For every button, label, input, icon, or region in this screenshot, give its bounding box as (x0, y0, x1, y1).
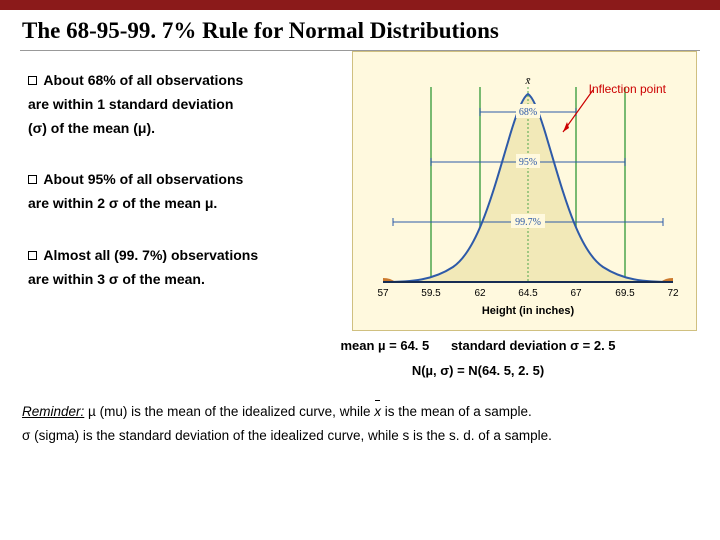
bullet-997: Almost all (99. 7%) observations are wit… (28, 244, 338, 292)
svg-text:62: 62 (474, 288, 486, 299)
reminder-label: Reminder: (22, 404, 84, 419)
bullet-95: About 95% of all observations are within… (28, 168, 338, 216)
stats-summary-2: N(µ, σ) = N(64. 5, 2. 5) (28, 353, 698, 378)
svg-text:69.5: 69.5 (615, 288, 635, 299)
bullet-text: are within 2 σ of the mean μ. (28, 195, 217, 211)
accent-bar (0, 0, 720, 10)
bullet-text: About 95% of all observations (43, 171, 243, 187)
mean-value: mean µ = 64. 5 (340, 338, 429, 353)
svg-text:67: 67 (570, 288, 582, 299)
page-title: The 68-95-99. 7% Rule for Normal Distrib… (0, 10, 720, 50)
bullet-text: are within 3 σ of the mean. (28, 271, 205, 287)
bullet-68: About 68% of all observations are within… (28, 69, 338, 140)
bullet-marker-icon (28, 175, 37, 184)
bullet-text: About 68% of all observations (43, 72, 243, 88)
svg-text:57: 57 (377, 288, 389, 299)
bullet-marker-icon (28, 251, 37, 260)
bullet-column: About 68% of all observations are within… (28, 69, 338, 320)
reminder-text: is the mean of a sample. (385, 404, 532, 419)
sd-value: standard deviation σ = 2. 5 (451, 338, 616, 353)
bullet-text: are within 1 standard deviation (28, 96, 233, 112)
svg-text:59.5: 59.5 (421, 288, 441, 299)
normal-curve-chart: Inflection point (352, 51, 697, 331)
svg-text:Height (in inches): Height (in inches) (482, 305, 575, 317)
distribution-notation: N(µ, σ) = N(64. 5, 2. 5) (412, 363, 544, 378)
svg-text:72: 72 (667, 288, 679, 299)
bullet-text: Almost all (99. 7%) observations (43, 247, 258, 263)
svg-text:x̄: x̄ (525, 75, 531, 87)
svg-text:64.5: 64.5 (518, 288, 538, 299)
svg-text:95%: 95% (519, 157, 537, 168)
inflection-label: Inflection point (589, 82, 666, 96)
bullet-marker-icon (28, 76, 37, 85)
content-area: About 68% of all observations are within… (0, 51, 720, 378)
reminder-text: σ (sigma) is the standard deviation of t… (22, 428, 552, 443)
svg-text:99.7%: 99.7% (515, 217, 541, 228)
svg-text:68%: 68% (519, 107, 537, 118)
xbar-symbol: x (374, 400, 381, 424)
reminder-text: µ (mu) is the mean of the idealized curv… (88, 404, 374, 419)
bullet-text: (σ) of the mean (μ). (28, 120, 155, 136)
reminder-block: Reminder: µ (mu) is the mean of the idea… (0, 378, 720, 449)
